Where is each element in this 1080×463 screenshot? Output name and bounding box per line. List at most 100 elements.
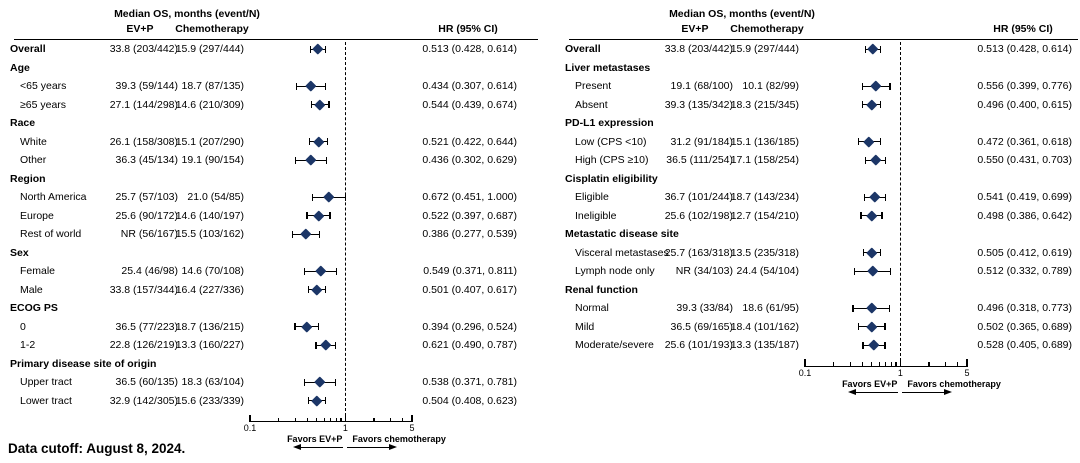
hr-ci-value: 0.521 (0.422, 0.644) — [422, 135, 517, 148]
hr-ci-value: 0.505 (0.412, 0.619) — [977, 246, 1072, 259]
hr-ci-value: 0.498 (0.386, 0.642) — [977, 209, 1072, 222]
ev-p-value: 32.9 (142/305) — [109, 394, 178, 407]
ci-cap-high — [889, 267, 892, 275]
ci-cap-low — [306, 212, 308, 220]
row-label: Other — [20, 154, 47, 166]
chemo-value: 21.0 (54/85) — [187, 191, 244, 203]
hr-marker — [869, 191, 881, 203]
ci-cap-high — [879, 138, 882, 146]
axis-minor-tick — [884, 362, 887, 366]
row-label: Female — [20, 265, 56, 277]
col-header-hr: HR (95% CI) — [438, 23, 498, 35]
x-axis — [804, 365, 968, 367]
ci-cap-high — [317, 323, 320, 331]
ev-p-value: NR (34/103) — [675, 265, 733, 277]
chemo-value: 16.4 (227/336) — [175, 283, 244, 296]
ci-cap-low — [310, 101, 312, 109]
favors-left-arrow — [301, 447, 344, 449]
row-label: High (CPS ≥10) — [575, 154, 649, 166]
favors-right-arrow — [902, 391, 945, 393]
group-label: Primary disease site of origin — [10, 357, 157, 370]
favors-right-arrowhead — [389, 444, 398, 450]
ci-cap-high — [889, 304, 891, 312]
ci-cap-low — [311, 193, 314, 201]
hr-ci-value: 0.504 (0.408, 0.623) — [422, 394, 517, 407]
hr-ci-value: 0.541 (0.419, 0.699) — [977, 191, 1072, 203]
axis-minor-tick — [861, 362, 863, 366]
favors-left-label: Favors EV+P — [287, 434, 343, 444]
group-label: ECOG PS — [10, 302, 58, 314]
hr-ci-value: 0.496 (0.400, 0.615) — [977, 98, 1072, 111]
chemo-value: 18.7 (143/234) — [730, 191, 799, 203]
row-label: Rest of world — [20, 228, 82, 240]
hr-marker — [867, 43, 879, 55]
chemo-value: 13.3 (160/227) — [175, 339, 244, 351]
hr-marker — [314, 376, 326, 388]
axis-tick-label: 1 — [342, 423, 348, 433]
axis-tick-label: 1 — [897, 367, 903, 378]
ci-cap-high — [879, 249, 882, 257]
chemo-value: 24.4 (54/104) — [736, 265, 799, 277]
axis-tick-label: 5 — [964, 367, 970, 378]
hr-ci-value: 0.544 (0.439, 0.674) — [422, 98, 517, 111]
favors-left-label: Favors EV+P — [842, 378, 898, 389]
ev-p-value: 33.8 (157/344) — [109, 283, 178, 296]
hr-ci-value: 0.501 (0.407, 0.617) — [422, 283, 517, 296]
col-header-evp: EV+P — [126, 23, 154, 35]
ci-cap-low — [291, 230, 293, 238]
ev-p-value: 25.4 (46/98) — [121, 265, 178, 277]
row-label: Overall — [565, 43, 601, 55]
axis-major-tick — [899, 359, 901, 366]
chemo-value: 18.7 (87/135) — [181, 80, 244, 92]
ci-cap-high — [884, 193, 887, 201]
hr-marker — [866, 247, 878, 259]
axis-minor-tick — [849, 362, 852, 366]
ev-p-value: 33.8 (203/442) — [109, 43, 178, 55]
hr-ci-value: 0.386 (0.277, 0.539) — [422, 228, 517, 240]
hr-marker — [323, 191, 335, 203]
chemo-value: 18.7 (136/215) — [175, 320, 244, 333]
row-label: ≥65 years — [20, 98, 67, 111]
hr-ci-value: 0.522 (0.397, 0.687) — [422, 209, 517, 222]
ci-cap-low — [294, 323, 296, 331]
hr-ci-value: 0.528 (0.405, 0.689) — [977, 339, 1072, 351]
forest-panel-left: Median OS, months (event/N) EV+P Chemother… — [10, 8, 538, 450]
panel-title: Median OS, months (event/N) — [669, 8, 815, 20]
hr-marker — [870, 80, 882, 92]
ci-cap-high — [884, 323, 886, 331]
favors-right-arrowhead — [944, 388, 953, 395]
axis-minor-tick — [340, 417, 342, 421]
chemo-value: 17.1 (158/254) — [730, 154, 799, 166]
hr-marker — [312, 43, 324, 55]
group-label: Metastatic disease site — [565, 228, 679, 240]
hr-marker — [866, 210, 877, 222]
chemo-value: 15.9 (297/444) — [175, 43, 244, 55]
ev-p-value: 36.5 (69/165) — [670, 320, 733, 333]
ci-cap-low — [307, 286, 309, 294]
group-label: Race — [10, 117, 36, 129]
ci-cap-low — [860, 212, 862, 220]
ci-cap-low — [852, 304, 854, 312]
x-axis — [249, 421, 413, 423]
ci-cap-high — [879, 101, 881, 109]
chemo-value: 14.6 (70/108) — [181, 265, 244, 277]
favors-right-label: Favors chemotherapy — [907, 378, 1001, 389]
axis-minor-tick — [890, 362, 892, 366]
row-label: Present — [575, 80, 612, 92]
favors-right-arrow — [347, 447, 390, 449]
ev-p-value: 25.7 (57/103) — [115, 191, 178, 203]
ci-cap-low — [303, 378, 305, 386]
ci-cap-high — [329, 212, 331, 220]
ci-cap-high — [336, 267, 338, 275]
chemo-value: 14.6 (140/197) — [175, 209, 244, 222]
row-label: North America — [20, 191, 87, 203]
row-label: Moderate/severe — [575, 339, 654, 351]
ci-cap-low — [315, 341, 317, 349]
hr-marker — [315, 265, 326, 277]
chemo-value: 19.1 (90/154) — [181, 154, 244, 166]
chemo-value: 13.3 (135/187) — [730, 339, 799, 351]
ci-cap-low — [295, 82, 298, 90]
ev-p-value: 25.7 (163/318) — [664, 246, 733, 259]
forest-panel-right: Median OS, months (event/N) EV+P Chemother… — [555, 0, 1080, 463]
ci-cap-high — [328, 101, 330, 109]
